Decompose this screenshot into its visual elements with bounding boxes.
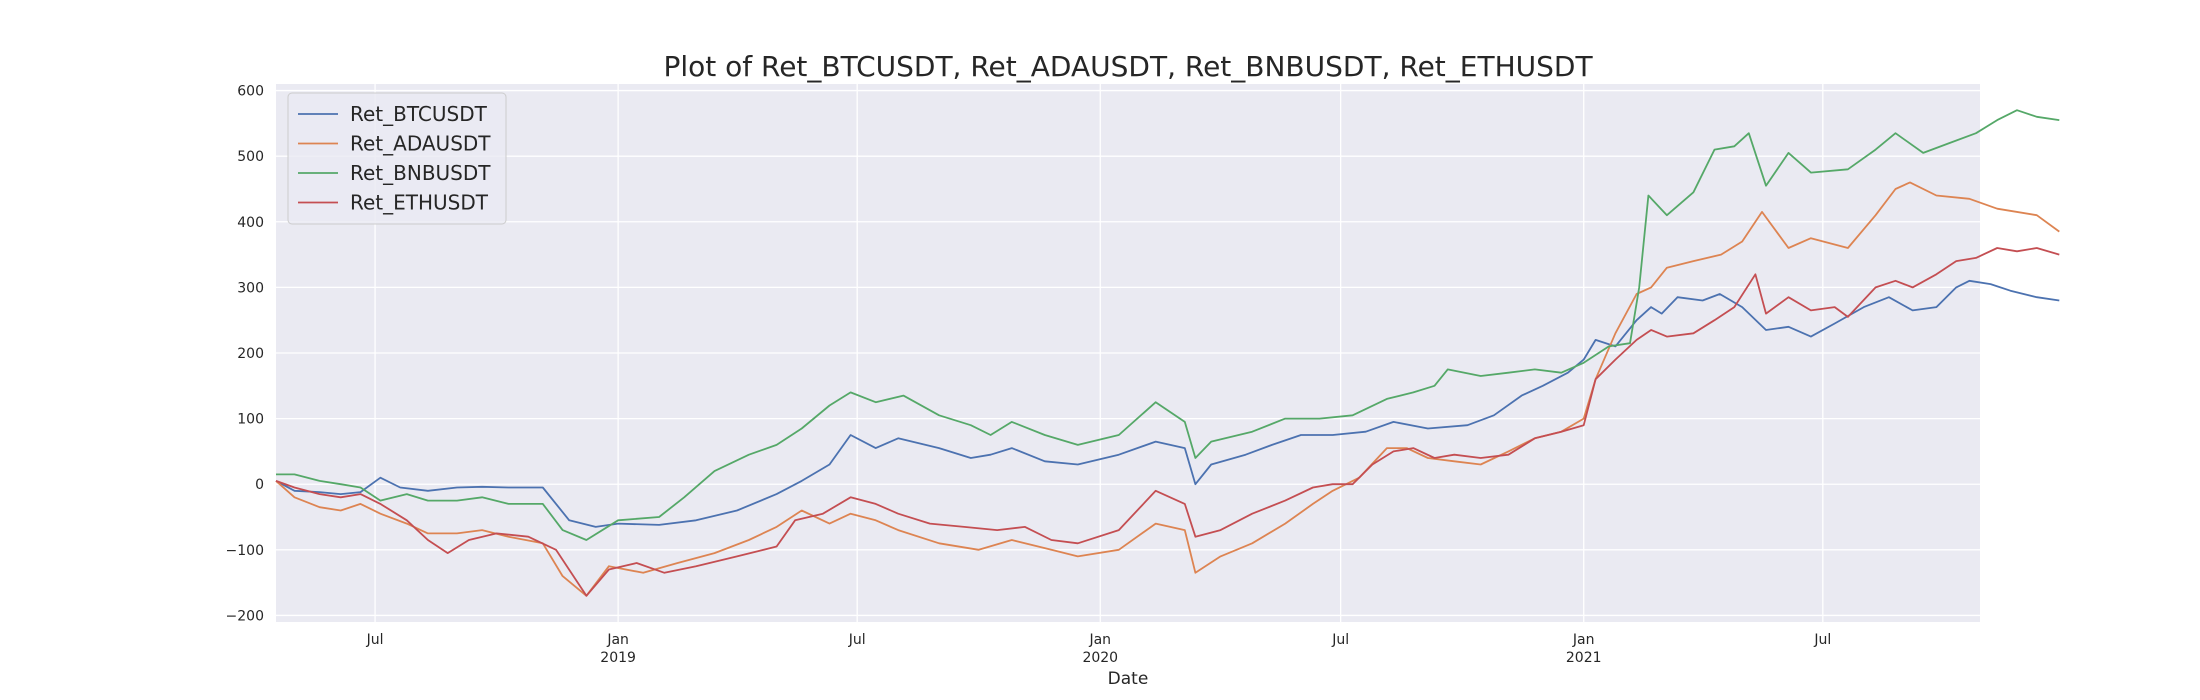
y-tick-label: 400 — [237, 215, 264, 231]
chart-title: Plot of Ret_BTCUSDT, Ret_ADAUSDT, Ret_BN… — [663, 50, 1593, 83]
x-tick-year-label: 2019 — [600, 650, 636, 666]
x-tick-year-label: 2020 — [1082, 650, 1118, 666]
series-line-ret_btcusdt — [275, 279, 2060, 528]
x-axis-label: Date — [1108, 669, 1149, 689]
y-tick-label: 200 — [237, 346, 264, 362]
legend-label: Ret_ETHUSDT — [350, 191, 489, 215]
grid — [276, 84, 1980, 622]
y-tick-label: 100 — [237, 412, 264, 428]
series-line-ret_bnbusdt — [276, 109, 2060, 541]
series-lines — [275, 109, 2060, 597]
legend-box — [287, 92, 507, 225]
legend: Ret_BTCUSDT Ret_ADAUSDT Ret_BNBUSDT Ret_ETH… — [287, 92, 507, 225]
y-tick-label: 600 — [237, 84, 264, 100]
y-tick-label: 500 — [237, 149, 264, 165]
y-tick-label: 300 — [237, 280, 264, 296]
y-tick-label: 0 — [255, 477, 264, 493]
legend-label: Ret_BTCUSDT — [350, 102, 488, 126]
x-tick-year-label: 2021 — [1566, 650, 1602, 666]
x-tick-label: Jul — [1813, 632, 1831, 648]
series-line-ret_ethusdt — [275, 247, 2060, 597]
x-tick-label: Jan — [1088, 632, 1111, 648]
legend-label: Ret_ADAUSDT — [350, 132, 491, 156]
y-tick-label: −200 — [226, 608, 264, 624]
series-line-ret_adausdt — [275, 181, 2060, 597]
x-tick-label: Jul — [1331, 632, 1349, 648]
x-tick-label: Jan — [606, 632, 629, 648]
y-axis-ticks: −200 −100 0 100 200 300 400 500 600 — [226, 84, 264, 625]
x-tick-label: Jul — [848, 632, 866, 648]
x-tick-label: Jul — [366, 632, 384, 648]
x-tick-label: Jan — [1572, 632, 1595, 648]
legend-label: Ret_BNBUSDT — [350, 161, 491, 185]
x-axis-ticks: Jul Jan 2019 Jul Jan 2020 Jul Jan 2021 Jul — [366, 632, 1832, 666]
y-tick-label: −100 — [226, 543, 264, 559]
